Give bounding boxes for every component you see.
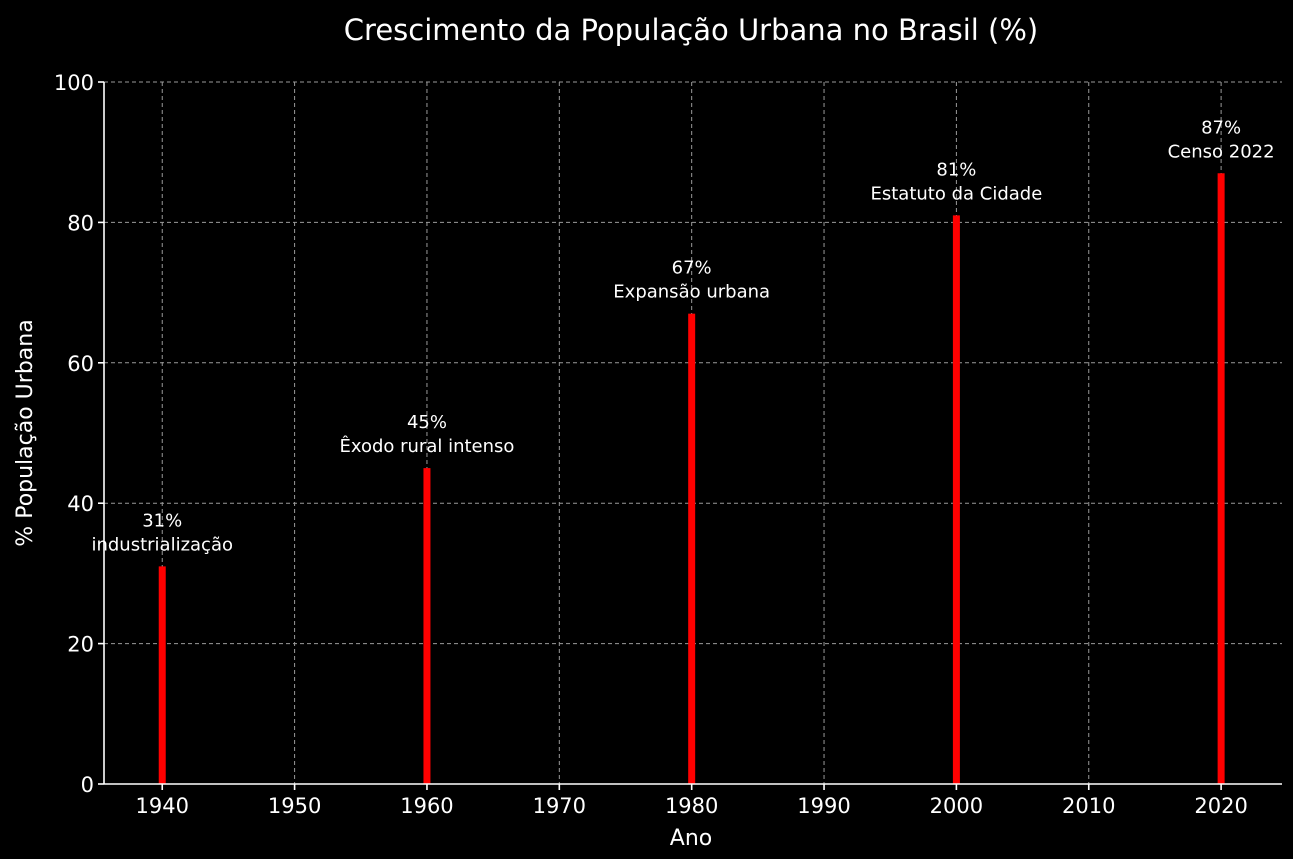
value-label-2020: 87% bbox=[1201, 117, 1241, 138]
y-tick-labels: 0 20 40 60 80 100 bbox=[54, 71, 94, 797]
x-tick-label-2020: 2020 bbox=[1194, 794, 1247, 818]
bars bbox=[158, 173, 1225, 784]
y-axis-label: % População Urbana bbox=[13, 319, 38, 546]
x-tick-labels: 1940 1950 1960 1970 1980 1990 2000 2010 2020 bbox=[136, 794, 1248, 818]
x-tick-label-1940: 1940 bbox=[136, 794, 189, 818]
annotation-label-2000: Estatuto da Cidade bbox=[870, 183, 1042, 204]
y-tick-label-0: 0 bbox=[81, 773, 94, 797]
chart-title: Crescimento da População Urbana no Brasi… bbox=[344, 13, 1038, 47]
x-tick-label-2000: 2000 bbox=[930, 794, 983, 818]
y-tick-label-100: 100 bbox=[54, 71, 94, 95]
y-tick-label-40: 40 bbox=[67, 492, 94, 516]
annotation-label-1960: Êxodo rural intenso bbox=[339, 435, 514, 457]
bar-1960 bbox=[423, 468, 431, 784]
value-label-2000: 81% bbox=[936, 159, 976, 180]
y-tick-label-20: 20 bbox=[67, 633, 94, 657]
x-tick-label-1960: 1960 bbox=[400, 794, 453, 818]
value-label-1980: 67% bbox=[672, 258, 712, 279]
x-tick-label-1980: 1980 bbox=[665, 794, 718, 818]
bar-2020 bbox=[1217, 173, 1225, 784]
annotation-label-1940: industrialização bbox=[91, 534, 233, 555]
annotation-label-2020: Censo 2022 bbox=[1168, 141, 1275, 162]
y-tick-label-60: 60 bbox=[67, 352, 94, 376]
x-tick-label-1990: 1990 bbox=[797, 794, 850, 818]
y-tick-label-80: 80 bbox=[67, 211, 94, 235]
x-tick-label-1950: 1950 bbox=[268, 794, 321, 818]
x-axis-label: Ano bbox=[670, 826, 712, 851]
bar-1980 bbox=[688, 313, 696, 784]
x-tick-label-1970: 1970 bbox=[533, 794, 586, 818]
value-label-1960: 45% bbox=[407, 412, 447, 433]
bar-2000 bbox=[952, 215, 960, 784]
axes bbox=[98, 81, 1282, 790]
annotation-label-1980: Expansão urbana bbox=[613, 282, 770, 303]
data-labels: 31% industrialização 45%Êxodo rural intens… bbox=[91, 117, 1274, 555]
bar-1940 bbox=[158, 566, 166, 784]
value-label-1940: 31% bbox=[142, 510, 182, 531]
x-tick-label-2010: 2010 bbox=[1062, 794, 1115, 818]
